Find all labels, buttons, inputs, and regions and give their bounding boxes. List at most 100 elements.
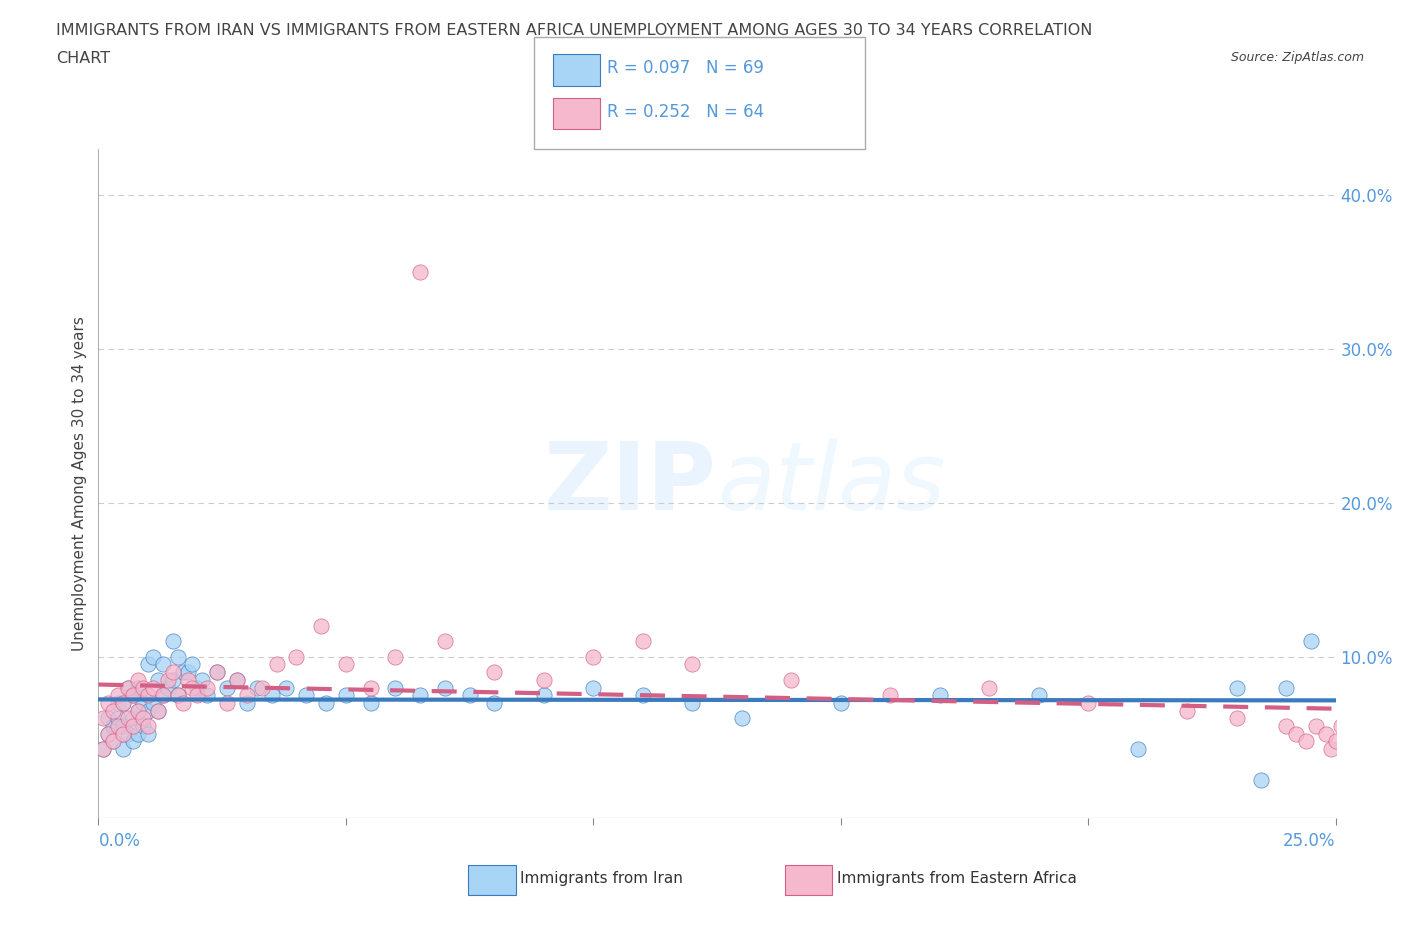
Point (136, 688, 159, 703)
Point (103, 703, 125, 718)
Point (122, 719, 145, 734)
Point (166, 688, 188, 703)
Point (166, 688, 188, 703)
Point (136, 703, 159, 718)
Point (93, 742, 115, 757)
Point (384, 680, 406, 695)
Point (136, 719, 159, 734)
Point (1305, 719, 1327, 734)
Point (409, 688, 432, 703)
Point (112, 719, 135, 734)
Point (103, 719, 125, 734)
Point (117, 680, 139, 695)
Point (217, 696, 239, 711)
Point (122, 688, 145, 703)
Point (1319, 742, 1341, 757)
Point (830, 696, 852, 711)
Point (112, 742, 135, 757)
Point (107, 711, 129, 725)
Point (186, 688, 208, 703)
Point (112, 696, 135, 711)
Point (122, 734, 145, 749)
Point (181, 680, 204, 695)
Point (246, 680, 269, 695)
Point (315, 696, 337, 711)
Point (107, 719, 129, 734)
Point (122, 711, 145, 725)
Point (226, 672, 249, 687)
Point (979, 680, 1001, 695)
Text: 25.0%: 25.0% (1284, 832, 1336, 850)
Point (127, 672, 149, 687)
Point (146, 703, 169, 718)
Point (117, 680, 139, 695)
Point (162, 672, 184, 687)
Point (117, 726, 139, 741)
Point (335, 657, 357, 671)
Point (195, 688, 218, 703)
Point (360, 680, 382, 695)
Point (360, 696, 382, 711)
Point (928, 688, 950, 703)
Point (582, 649, 605, 664)
Text: 0.0%: 0.0% (98, 832, 141, 850)
Point (731, 711, 754, 725)
Point (136, 657, 159, 671)
Point (1334, 711, 1357, 725)
Point (1285, 726, 1308, 741)
Point (97, 711, 120, 725)
Point (156, 680, 179, 695)
Point (484, 665, 506, 680)
Point (335, 688, 357, 703)
Point (132, 719, 155, 734)
Text: Immigrants from Eastern Africa: Immigrants from Eastern Africa (837, 871, 1077, 886)
Point (176, 672, 198, 687)
Text: CHART: CHART (56, 51, 110, 66)
Point (142, 696, 165, 711)
Point (142, 680, 165, 695)
Point (681, 696, 703, 711)
Point (132, 680, 155, 695)
Point (1226, 711, 1249, 725)
Point (260, 688, 283, 703)
Point (433, 680, 456, 695)
Point (132, 711, 155, 725)
Point (276, 680, 298, 695)
Point (266, 657, 288, 671)
Point (631, 688, 654, 703)
Point (879, 688, 901, 703)
Point (1250, 773, 1272, 788)
Point (176, 665, 198, 680)
Text: R = 0.252   N = 64: R = 0.252 N = 64 (607, 102, 765, 121)
Point (236, 688, 259, 703)
Point (191, 672, 214, 687)
Point (1330, 719, 1353, 734)
Point (226, 672, 249, 687)
Point (582, 680, 605, 695)
Text: Source: ZipAtlas.com: Source: ZipAtlas.com (1230, 51, 1364, 64)
Point (97, 726, 120, 741)
Point (1226, 680, 1249, 695)
Point (1275, 680, 1298, 695)
Point (1126, 742, 1149, 757)
Point (409, 264, 432, 279)
Point (122, 688, 145, 703)
Point (127, 726, 149, 741)
Text: R = 0.097   N = 69: R = 0.097 N = 69 (607, 59, 765, 77)
Point (93, 742, 115, 757)
Y-axis label: Unemployment Among Ages 30 to 34 years: Unemployment Among Ages 30 to 34 years (72, 316, 87, 651)
Point (117, 711, 139, 725)
Point (384, 649, 406, 664)
Point (146, 703, 169, 718)
Point (1299, 634, 1322, 649)
Point (162, 634, 184, 649)
Point (127, 703, 149, 718)
Point (1295, 734, 1317, 749)
Point (484, 696, 506, 711)
Point (107, 696, 129, 711)
Text: atlas: atlas (717, 438, 945, 529)
Point (136, 726, 159, 741)
Point (152, 688, 174, 703)
Point (533, 672, 555, 687)
Point (127, 703, 149, 718)
